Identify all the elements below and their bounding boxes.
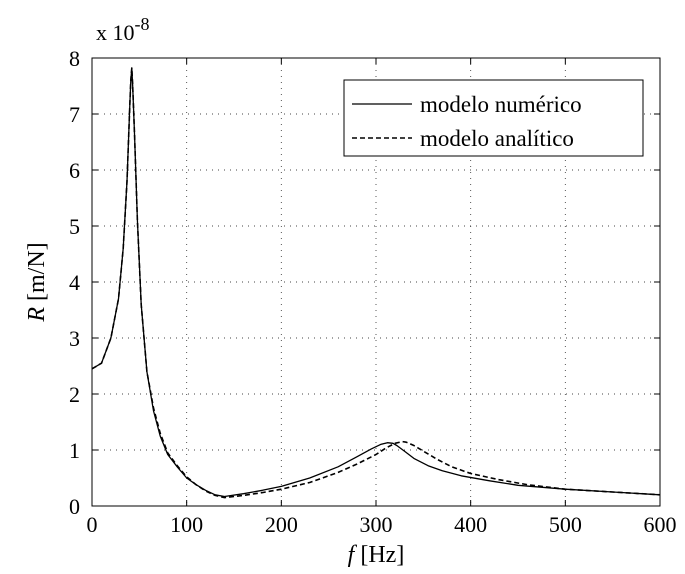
y-exponent-label: x 10-8 bbox=[96, 14, 150, 45]
x-tick-label: 300 bbox=[360, 512, 393, 537]
x-tick-label: 100 bbox=[170, 512, 203, 537]
legend-box bbox=[343, 79, 644, 157]
x-tick-label: 200 bbox=[265, 512, 298, 537]
series-line-analitico bbox=[91, 67, 661, 499]
y-tick-label: 0 bbox=[69, 494, 80, 519]
y-tick-label: 2 bbox=[69, 382, 80, 407]
x-tick-label: 500 bbox=[549, 512, 582, 537]
y-tick-label: 4 bbox=[69, 270, 80, 295]
y-tick-label: 3 bbox=[69, 326, 80, 351]
axis-ticks bbox=[91, 57, 661, 507]
legend: modelo numérico modelo analítico bbox=[343, 79, 644, 157]
x-tick-labels: 0 100 200 300 400 500 600 bbox=[87, 512, 677, 537]
legend-label-numerico: modelo numérico bbox=[420, 92, 582, 117]
x-tick-label: 600 bbox=[644, 512, 677, 537]
x-axis-label: f [Hz] bbox=[348, 542, 405, 568]
series-group bbox=[91, 67, 661, 499]
y-tick-label: 7 bbox=[69, 102, 80, 127]
y-tick-label: 8 bbox=[69, 46, 80, 71]
y-axis-label: R [m/N] bbox=[24, 242, 50, 322]
y-tick-label: 6 bbox=[69, 158, 80, 183]
x-tick-label: 0 bbox=[87, 512, 98, 537]
y-tick-labels: 0 1 2 3 4 5 6 7 8 bbox=[69, 46, 80, 519]
y-tick-label: 5 bbox=[69, 214, 80, 239]
legend-label-analitico: modelo analítico bbox=[420, 126, 574, 151]
x-tick-label: 400 bbox=[454, 512, 487, 537]
y-tick-label: 1 bbox=[69, 438, 80, 463]
